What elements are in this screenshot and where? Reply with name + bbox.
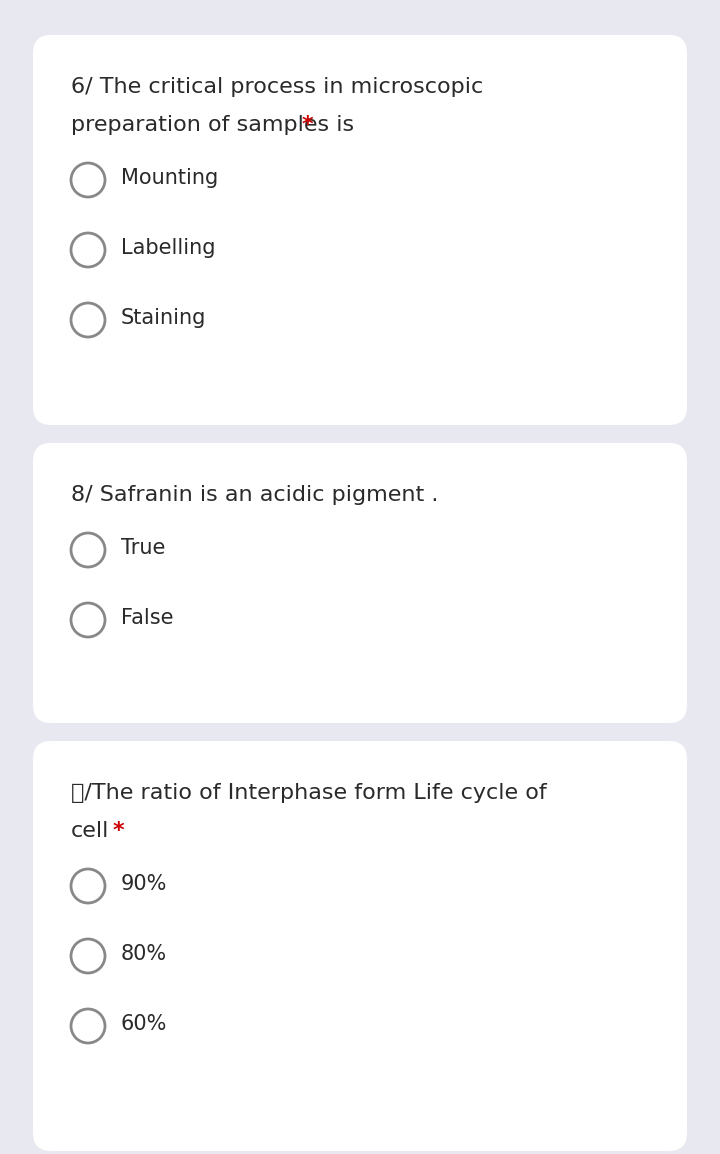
- FancyBboxPatch shape: [33, 443, 687, 724]
- Text: 60%: 60%: [121, 1014, 167, 1034]
- Text: cell: cell: [71, 820, 109, 841]
- Text: 8/ Safranin is an acidic pigment .: 8/ Safranin is an acidic pigment .: [71, 485, 438, 505]
- Text: ᙷ/The ratio of Interphase form Life cycle of: ᙷ/The ratio of Interphase form Life cycl…: [71, 784, 546, 803]
- Text: 90%: 90%: [121, 874, 167, 894]
- Text: preparation of samples is: preparation of samples is: [71, 115, 354, 135]
- Text: False: False: [121, 608, 174, 628]
- Text: True: True: [121, 538, 166, 559]
- Text: *: *: [113, 820, 125, 841]
- Text: Labelling: Labelling: [121, 238, 215, 258]
- Text: *: *: [302, 115, 314, 135]
- Text: Mounting: Mounting: [121, 168, 218, 188]
- Text: Staining: Staining: [121, 308, 207, 328]
- FancyBboxPatch shape: [33, 741, 687, 1151]
- FancyBboxPatch shape: [33, 35, 687, 425]
- Text: 80%: 80%: [121, 944, 167, 964]
- Text: 6/ The critical process in microscopic: 6/ The critical process in microscopic: [71, 77, 483, 97]
